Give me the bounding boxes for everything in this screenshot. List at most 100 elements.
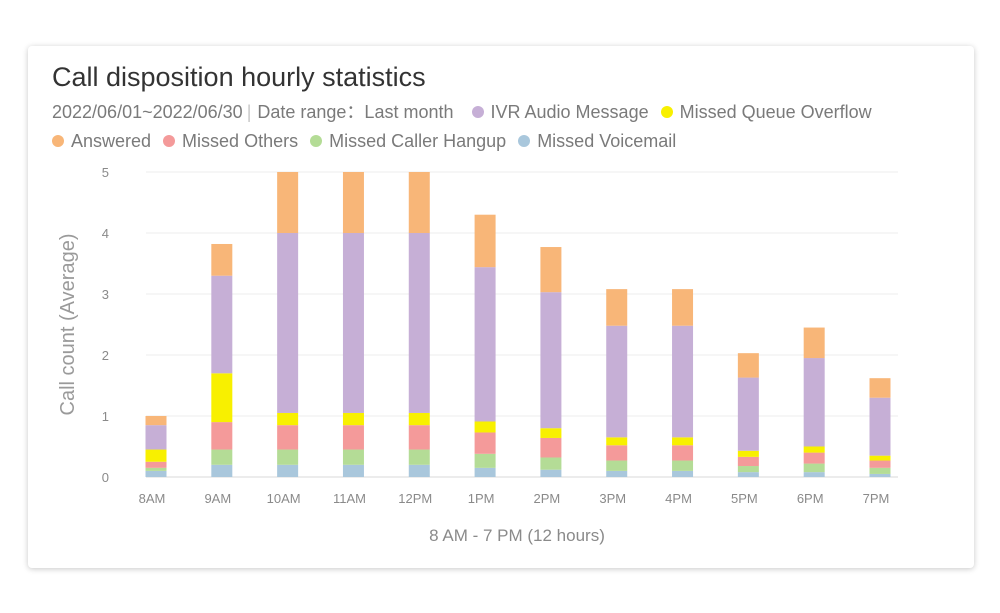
bar-segment [342, 412, 364, 426]
y-tick-label: 2 [102, 348, 109, 363]
bar-segment [474, 453, 496, 468]
bar-segment [540, 292, 562, 429]
bar-segment [869, 473, 891, 477]
bar-segment [540, 437, 562, 458]
bar-segment [211, 422, 233, 450]
bar-segment [803, 452, 825, 464]
bar-segment [803, 446, 825, 453]
bar-segment [672, 289, 694, 326]
chart-card: Call disposition hourly statistics 2022/… [28, 46, 974, 568]
y-tick-label: 0 [102, 470, 109, 485]
bar-segment [869, 378, 891, 398]
bar-segment [145, 416, 167, 426]
bar-segment [145, 461, 167, 468]
bar-segment [342, 172, 364, 233]
bar-segment [869, 455, 891, 461]
legend-item[interactable]: Missed Queue Overflow [660, 98, 872, 127]
legend-item[interactable]: Answered [52, 127, 151, 156]
bar-segment [342, 464, 364, 477]
y-tick-label: 4 [102, 226, 109, 241]
x-axis-title: 8 AM - 7 PM (12 hours) [429, 526, 605, 545]
chart-title: Call disposition hourly statistics [52, 62, 426, 92]
bar-segment [606, 460, 628, 471]
legend-item[interactable]: Missed Caller Hangup [310, 127, 506, 156]
legend-swatch [163, 135, 176, 147]
bar-segment [342, 449, 364, 465]
bar-segment [672, 325, 694, 438]
bar-segment [803, 327, 825, 359]
x-tick-label: 4PM [665, 491, 692, 506]
legend-item[interactable]: IVR Audio Message [471, 98, 649, 127]
legend: IVR Audio Message Missed Queue Overflow An… [52, 102, 884, 151]
bar-segment [737, 466, 759, 473]
bar-segment [540, 428, 562, 438]
chart-subtitle: 2022/06/01~2022/06/30 | Date range：Last mo… [52, 98, 964, 156]
y-tick-label: 3 [102, 287, 109, 302]
legend-label: Missed Queue Overflow [679, 102, 872, 122]
x-tick-label: 2PM [534, 491, 561, 506]
x-tick-label: 11AM [333, 491, 366, 506]
bar-segment [869, 397, 891, 456]
bar-segment [408, 449, 430, 465]
legend-item[interactable]: Missed Others [163, 127, 298, 156]
bar-segment [737, 450, 759, 457]
legend-label: IVR Audio Message [490, 102, 649, 122]
bar-segment [211, 243, 233, 276]
date-text: 2022/06/01~2022/06/30 [52, 102, 243, 122]
bar-segment [145, 449, 167, 462]
bar-segment [277, 449, 299, 465]
chart-plot: 0 1 2 3 4 5 8AM 9AM 10AM 11AM 12PM 1PM 2PM 3PM 4PM 5PM 6… [57, 165, 898, 545]
bar-segment [211, 373, 233, 423]
bar-segment [737, 472, 759, 477]
bar-segment [145, 470, 167, 477]
bar-segment [474, 214, 496, 268]
bar-segment [737, 353, 759, 378]
x-tick-label: 8AM [139, 491, 166, 506]
bar-segment [474, 267, 496, 422]
bar-segment [211, 464, 233, 477]
bar-segment [606, 470, 628, 477]
legend-item[interactable]: Missed Voicemail [518, 127, 676, 156]
legend-swatch [310, 135, 323, 147]
bar-segment [145, 425, 167, 450]
x-tick-label: 1PM [468, 491, 495, 506]
bar-segment [540, 247, 562, 293]
y-tick-label: 5 [102, 165, 109, 180]
legend-label: Answered [71, 131, 152, 151]
bar-segment [277, 425, 299, 450]
bar-segment [277, 233, 299, 413]
bar-segment [474, 467, 496, 477]
bar-segment [342, 425, 364, 450]
bar-segment [672, 460, 694, 471]
x-tick-label: 5PM [731, 491, 758, 506]
bar-segment [803, 358, 825, 447]
bar-segment [737, 377, 759, 451]
legend-label: Missed Others [182, 131, 299, 151]
x-tick-label: 12PM [398, 491, 432, 506]
legend-swatch [660, 106, 673, 118]
bar-segment [672, 470, 694, 477]
bar-segment [803, 463, 825, 473]
bar-segment [211, 449, 233, 465]
bar-segment [474, 421, 496, 433]
x-tick-label: 3PM [599, 491, 626, 506]
legend-label: Missed Voicemail [537, 131, 677, 151]
bar-segment [408, 412, 430, 426]
bar-segment [277, 464, 299, 477]
bar-segment [277, 412, 299, 426]
bar-segment [803, 472, 825, 477]
bar-segment [342, 233, 364, 413]
bar-segment [672, 445, 694, 461]
bar-segment [606, 437, 628, 446]
bar-segment [737, 456, 759, 467]
bar-segment [606, 445, 628, 461]
bar-segment [211, 275, 233, 374]
bar-segment [869, 467, 891, 474]
separator: | [246, 102, 252, 122]
bar-segment [606, 325, 628, 438]
y-axis-title: Call count (Average) [57, 234, 79, 416]
bar-segment [145, 467, 167, 471]
bar-segment [540, 469, 562, 477]
x-tick-label: 7PM [863, 491, 890, 506]
legend-swatch [518, 135, 531, 147]
